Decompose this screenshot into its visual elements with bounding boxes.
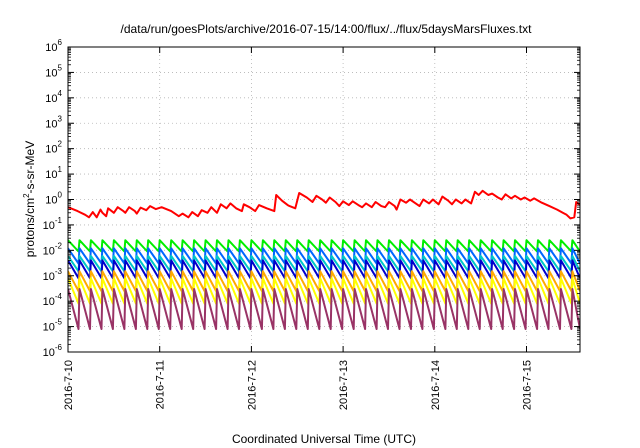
y-tick-label: 105 (45, 63, 62, 79)
x-tick-label: 2016-7-15 (522, 360, 534, 410)
series-line-8 (68, 288, 580, 330)
y-tick-label: 101 (45, 165, 62, 181)
series-line-7 (68, 277, 580, 305)
y-tick-label: 100 (45, 191, 62, 207)
x-tick-label: 2016-7-10 (63, 360, 75, 410)
y-axis-label-suffix: -s-sr-MeV (23, 141, 37, 194)
series-line-4 (68, 255, 580, 273)
series-line-1 (68, 189, 580, 220)
chart-title: /data/run/goesPlots/archive/2016-07-15/1… (121, 22, 533, 36)
x-tick-label: 2016-7-11 (155, 360, 167, 409)
y-tick-label: 10-2 (43, 241, 63, 257)
y-axis-label-prefix: protons/cm (23, 198, 37, 257)
y-tick-label: 10-5 (43, 318, 63, 334)
x-tick-label: 2016-7-13 (338, 360, 350, 410)
y-tick-label: 102 (45, 140, 62, 156)
series-line-2 (68, 239, 580, 253)
y-tick-label: 10-1 (43, 216, 63, 232)
y-tick-label: 106 (45, 38, 62, 54)
series-line-6 (68, 270, 580, 293)
y-tick-label: 10-3 (43, 267, 63, 283)
x-axis: 2016-7-10 2016-7-11 2016-7-12 2016-7-13 2016… (63, 47, 534, 410)
x-tick-label: 2016-7-14 (430, 360, 442, 410)
series-layer (68, 189, 580, 330)
series-line-3 (68, 247, 580, 265)
y-tick-label: 10-4 (43, 292, 63, 308)
y-tick-label: 10-6 (43, 343, 63, 359)
y-axis-label-superscript: 2 (22, 193, 31, 198)
series-line-5 (68, 259, 580, 280)
x-tick-label: 2016-7-12 (246, 360, 258, 410)
x-axis-label: Coordinated Universal Time (UTC) (232, 432, 416, 446)
y-axis: 10-6 10-5 10-4 10-3 10-2 10-1 100 101 102 103 104 1… (43, 38, 580, 359)
y-tick-label: 104 (45, 89, 62, 105)
y-axis-label: protons/cm2-s-sr-MeV (22, 141, 37, 257)
y-tick-label: 103 (45, 114, 62, 130)
